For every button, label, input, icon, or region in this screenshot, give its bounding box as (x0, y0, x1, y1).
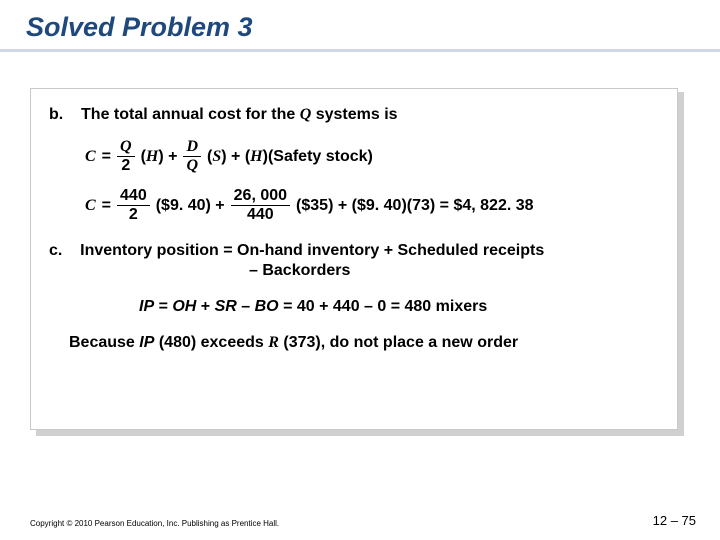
cost-calculation: C = 440 2 ($9. 40) + 26, 000 440 ($35) +… (85, 188, 659, 223)
p2: ) + ( (221, 148, 250, 165)
page-title: Solved Problem 3 (26, 12, 720, 43)
content-box: b. The total annual cost for the Q syste… (30, 88, 678, 430)
frac-den: 440 (244, 206, 277, 223)
fraction-Q-2: Q 2 (117, 139, 135, 174)
section-b-text-after: systems is (311, 106, 397, 123)
fraction-D-Q: D Q (183, 139, 201, 174)
frac-den: 2 (126, 206, 141, 223)
section-c-line1: c. Inventory position = On-hand inventor… (49, 241, 659, 261)
frac-den: 2 (118, 157, 133, 174)
var-Q: Q (300, 106, 312, 123)
cost-formula: C = Q 2 (H) + D Q (S) + (H)(Safety stock… (85, 139, 659, 174)
calc-term2: ($35) + ($9. 40)(73) = $4, 822. 38 (296, 197, 533, 215)
calc-term1: ($9. 40) + (156, 197, 225, 215)
term2: (S) + (H)(Safety stock) (207, 148, 373, 166)
var-H2: H (250, 148, 262, 165)
frac-num: 440 (117, 188, 150, 206)
box-shadow-bottom (36, 430, 684, 436)
section-c-text1: Inventory position = On-hand inventory +… (80, 242, 544, 259)
conclusion: Because IP (480) exceeds R (373), do not… (69, 333, 659, 353)
var-C: C (85, 148, 96, 166)
var-C: C (85, 197, 96, 215)
p2: ) + (158, 148, 177, 165)
eq-sign: = (102, 197, 111, 215)
frac-num: D (183, 139, 201, 157)
frac-num: 26, 000 (231, 188, 290, 206)
conc-b: (480) exceeds (154, 334, 268, 351)
conc-a: Because (69, 334, 139, 351)
p3: )(Safety stock) (263, 148, 373, 165)
copyright-footer: Copyright © 2010 Pearson Education, Inc.… (30, 519, 279, 528)
var-R: R (268, 334, 279, 351)
section-b-text-before: The total annual cost for the (81, 106, 300, 123)
term1: (H) + (141, 148, 178, 166)
frac-num: Q (117, 139, 135, 157)
var-IP: IP (139, 334, 154, 351)
box-shadow-right (678, 92, 684, 434)
title-bar: Solved Problem 3 (0, 0, 720, 52)
section-b-heading: b. The total annual cost for the Q syste… (49, 105, 659, 125)
section-c-line2: – Backorders (249, 261, 659, 281)
eq-sign: = (102, 148, 111, 166)
fraction-26000-440: 26, 000 440 (231, 188, 290, 223)
fraction-440-2: 440 2 (117, 188, 150, 223)
frac-den: Q (183, 157, 201, 174)
section-c-label: c. (49, 242, 62, 259)
var-S: S (212, 148, 221, 165)
section-b-label: b. (49, 106, 63, 123)
var-H: H (146, 148, 158, 165)
ip-equation: IP = OH + SR – BO = 40 + 440 – 0 = 480 m… (139, 297, 659, 317)
conc-c: (373), do not place a new order (279, 334, 518, 351)
page-number: 12 – 75 (653, 513, 696, 528)
